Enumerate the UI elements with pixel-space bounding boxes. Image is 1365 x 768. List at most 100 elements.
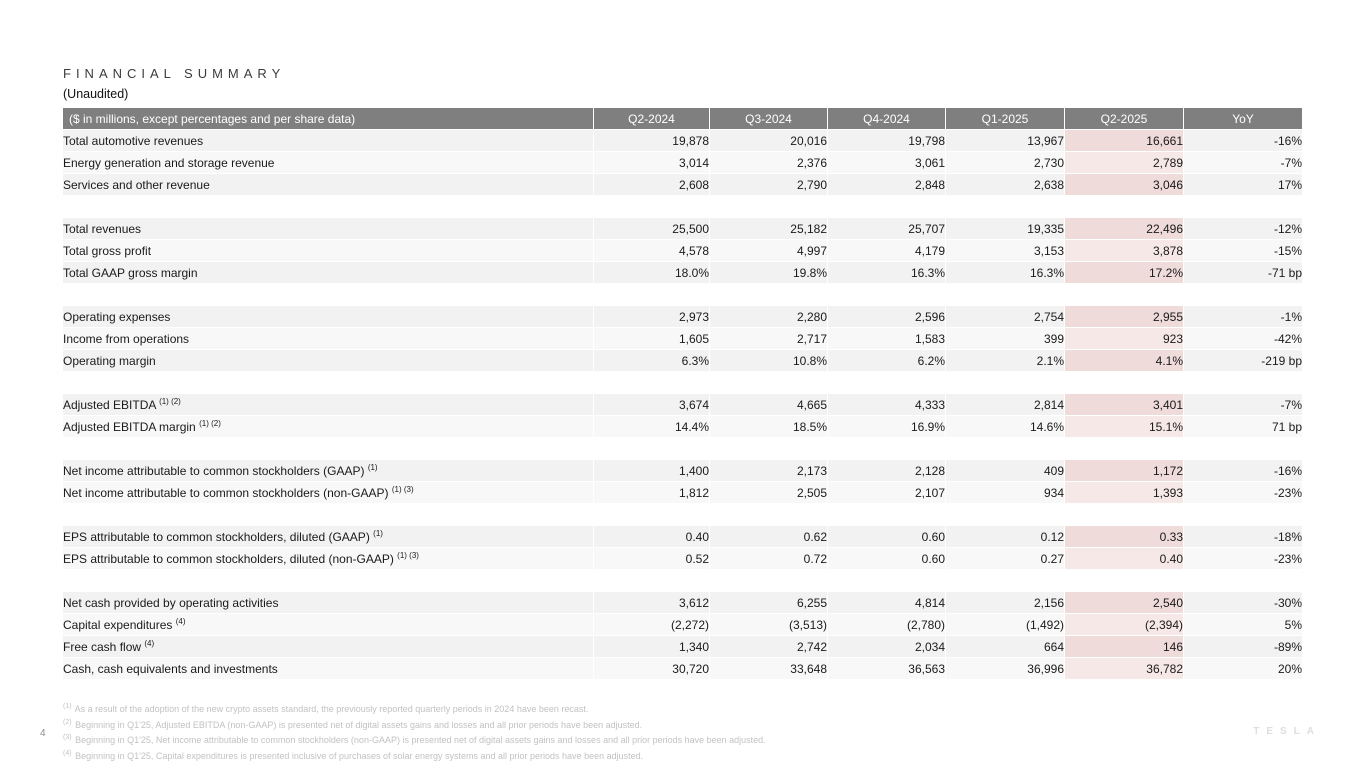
cell-q1-2025: 13,967 [945,130,1064,152]
cell-q2-2025: 0.33 [1064,526,1183,548]
spacer-row [63,504,1302,526]
cell-q1-2025: 399 [945,328,1064,350]
cell-q3-2024: 25,182 [709,218,827,240]
footnote: (3) Beginning in Q1'25, Net income attri… [63,734,766,745]
table-row: Operating expenses 2,973 2,280 2,596 2,754 2,… [63,306,1302,328]
cell-q2-2024: 18.0% [593,262,709,284]
cell-q4-2024: 2,848 [827,174,945,196]
cell-q2-2025: 22,496 [1064,218,1183,240]
cell-q4-2024: 16.9% [827,416,945,438]
row-label: Free cash flow (4) [63,636,593,658]
table-row: Net cash provided by operating activitie… [63,592,1302,614]
table-row: Total gross profit 4,578 4,997 4,179 3,153 3,… [63,240,1302,262]
cell-q1-2025: 0.12 [945,526,1064,548]
cell-q1-2025: 409 [945,460,1064,482]
footnotes: (1) As a result of the adoption of the n… [63,702,1163,764]
table-row: Adjusted EBITDA margin (1) (2) 14.4% 18.5%… [63,416,1302,438]
cell-q2-2024: 3,014 [593,152,709,174]
cell-yoy: -71 bp [1183,262,1302,284]
row-label: Operating margin [63,350,593,372]
cell-q1-2025: 2,638 [945,174,1064,196]
row-label: EPS attributable to common stockholders,… [63,548,593,570]
cell-q3-2024: 10.8% [709,350,827,372]
cell-q2-2025: 1,393 [1064,482,1183,504]
cell-q1-2025: (1,492) [945,614,1064,636]
cell-q2-2024: 30,720 [593,658,709,680]
cell-q3-2024: 0.62 [709,526,827,548]
table-row: EPS attributable to common stockholders,… [63,548,1302,570]
cell-q2-2024: 1,605 [593,328,709,350]
table-row: Operating margin 6.3% 10.8% 6.2% 2.1% 4.1% -21… [63,350,1302,372]
cell-q4-2024: 16.3% [827,262,945,284]
cell-q4-2024: 3,061 [827,152,945,174]
cell-q2-2024: 0.52 [593,548,709,570]
row-label: Adjusted EBITDA margin (1) (2) [63,416,593,438]
table-header-cell-q2-2025: Q2-2025 [1064,108,1183,130]
table-row: Total revenues 25,500 25,182 25,707 19,335 22… [63,218,1302,240]
cell-q1-2025: 2,730 [945,152,1064,174]
footnote-marker: (1) [373,528,383,538]
cell-q4-2024: 4,333 [827,394,945,416]
cell-q2-2024: 25,500 [593,218,709,240]
cell-q1-2025: 2,754 [945,306,1064,328]
cell-yoy: 5% [1183,614,1302,636]
cell-q1-2025: 2.1% [945,350,1064,372]
cell-yoy: -7% [1183,152,1302,174]
row-label: Energy generation and storage revenue [63,152,593,174]
cell-q4-2024: 2,596 [827,306,945,328]
cell-q2-2025: 2,955 [1064,306,1183,328]
row-label: Adjusted EBITDA (1) (2) [63,394,593,416]
footnote: (2) Beginning in Q1'25, Adjusted EBITDA … [63,718,643,730]
cell-q3-2024: 2,742 [709,636,827,658]
table-row: Income from operations 1,605 2,717 1,583 399… [63,328,1302,350]
row-label: Total gross profit [63,240,593,262]
page-number: 4 [40,728,46,739]
cell-q2-2024: 14.4% [593,416,709,438]
cell-q2-2024: (2,272) [593,614,709,636]
table-header-cell-q3-2024: Q3-2024 [709,108,827,130]
row-label: Total automotive revenues [63,130,593,152]
row-label: Total revenues [63,218,593,240]
cell-q2-2024: 6.3% [593,350,709,372]
cell-yoy: -42% [1183,328,1302,350]
row-label: Services and other revenue [63,174,593,196]
cell-q2-2025: 36,782 [1064,658,1183,680]
cell-q1-2025: 2,814 [945,394,1064,416]
table-header-cell-q2-2024: Q2-2024 [593,108,709,130]
cell-q3-2024: 2,790 [709,174,827,196]
cell-q4-2024: 0.60 [827,526,945,548]
cell-q2-2025: 923 [1064,328,1183,350]
cell-yoy: -12% [1183,218,1302,240]
cell-q1-2025: 19,335 [945,218,1064,240]
cell-q3-2024: 2,280 [709,306,827,328]
footnote: (4) Beginning in Q1'25, Capital expendit… [63,749,644,761]
cell-q2-2025: 2,789 [1064,152,1183,174]
table-row: Net income attributable to common stockh… [63,460,1302,482]
cell-q2-2024: 1,340 [593,636,709,658]
table-row: Free cash flow (4) 1,340 2,742 2,034 664 146-… [63,636,1302,658]
cell-yoy: 17% [1183,174,1302,196]
row-label: Capital expenditures (4) [63,614,593,636]
cell-q2-2025: (2,394) [1064,614,1183,636]
cell-q4-2024: 6.2% [827,350,945,372]
table-row: Total GAAP gross margin 18.0% 19.8% 16.3% 16… [63,262,1302,284]
cell-q2-2025: 17.2% [1064,262,1183,284]
cell-q3-2024: 33,648 [709,658,827,680]
cell-q1-2025: 36,996 [945,658,1064,680]
row-label: Total GAAP gross margin [63,262,593,284]
cell-q1-2025: 664 [945,636,1064,658]
row-label: Net income attributable to common stockh… [63,482,593,504]
cell-q2-2024: 3,674 [593,394,709,416]
cell-q4-2024: 2,107 [827,482,945,504]
cell-q2-2024: 19,878 [593,130,709,152]
cell-q2-2025: 0.40 [1064,548,1183,570]
cell-yoy: -23% [1183,482,1302,504]
cell-q4-2024: 19,798 [827,130,945,152]
financial-summary-table: ($ in millions, except percentages and p… [63,108,1302,680]
cell-yoy: -1% [1183,306,1302,328]
cell-q2-2024: 3,612 [593,592,709,614]
cell-q2-2024: 2,973 [593,306,709,328]
cell-q1-2025: 0.27 [945,548,1064,570]
cell-q4-2024: 4,179 [827,240,945,262]
cell-q3-2024: 18.5% [709,416,827,438]
